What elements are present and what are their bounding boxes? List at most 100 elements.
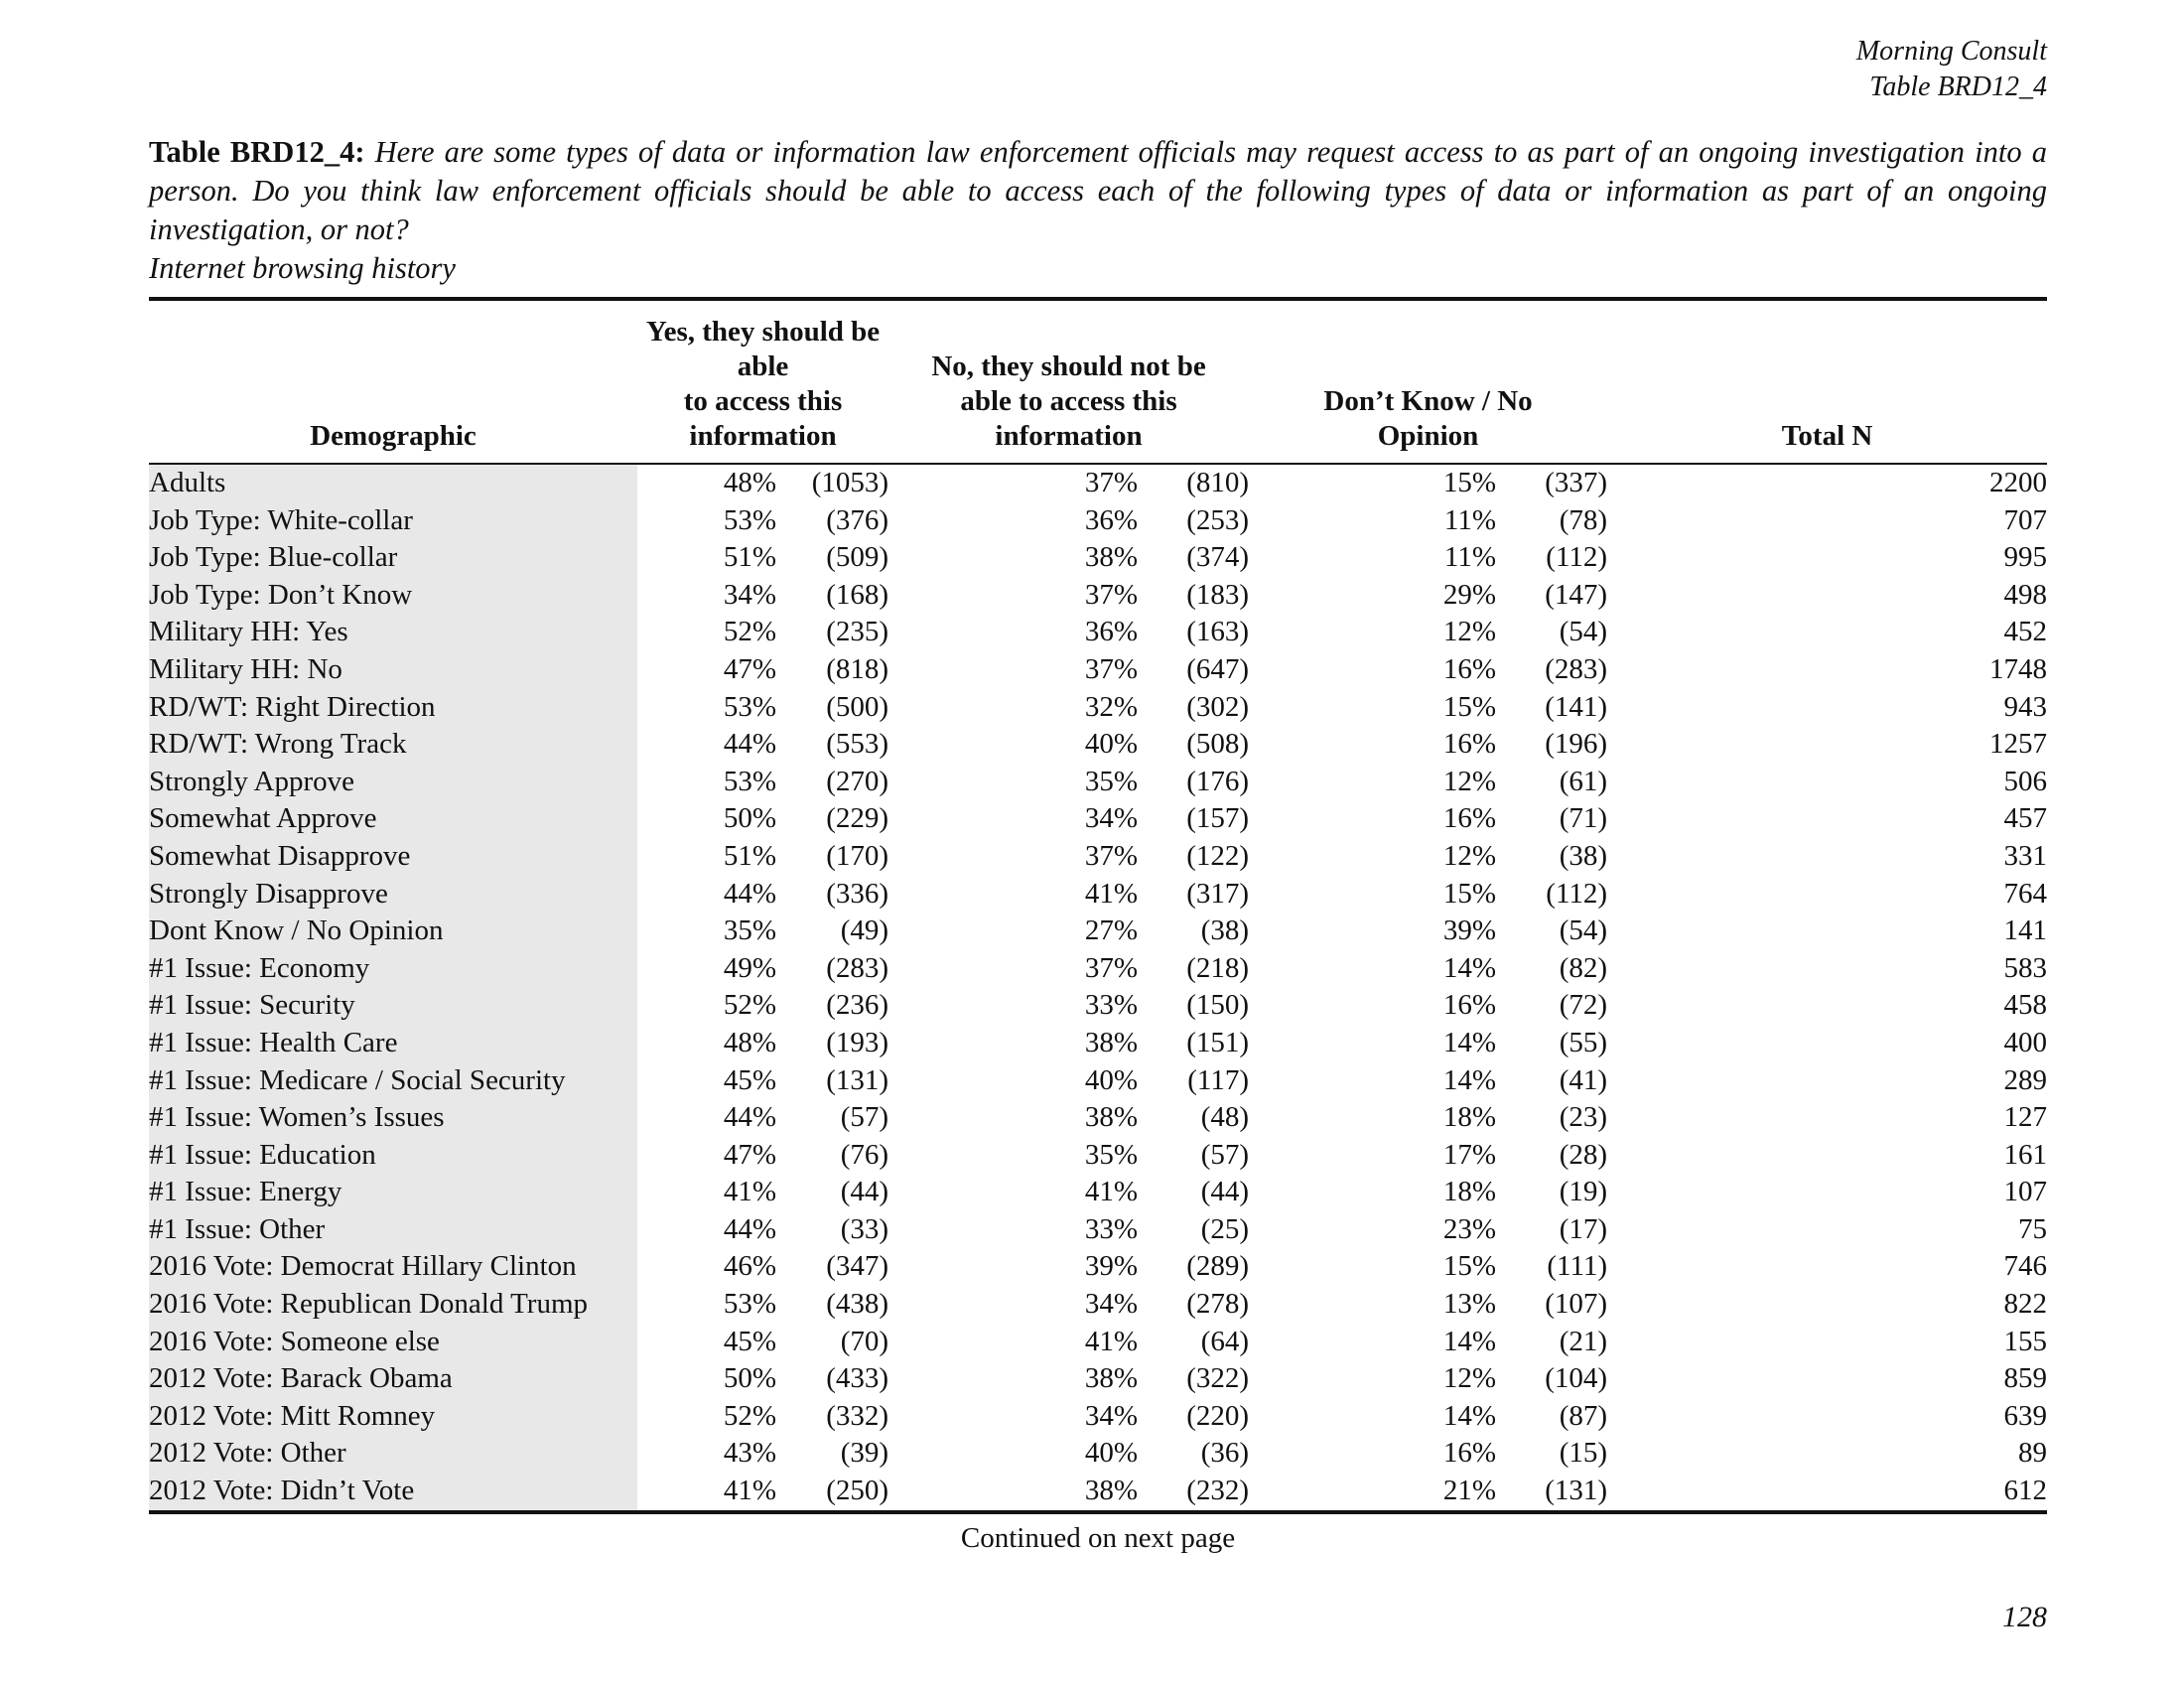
row-yes-pct: 44% bbox=[723, 1212, 776, 1245]
row-dk-pct: 12% bbox=[1442, 765, 1497, 797]
row-yes-pct: 44% bbox=[723, 728, 776, 761]
row-yes-pct: 51% bbox=[723, 541, 776, 574]
table-row: #1 Issue: Security 52% (236) 33% (150) 1… bbox=[149, 987, 2047, 1025]
table-row: 2016 Vote: Democrat Hillary Clinton 46% … bbox=[149, 1248, 2048, 1287]
table-title-text: Here are some types of data or informati… bbox=[149, 135, 2047, 246]
row-no-pct: 37% bbox=[1084, 652, 1139, 685]
row-yes-n: (500) bbox=[826, 690, 889, 723]
row-total-n: 583 bbox=[2003, 951, 2048, 984]
row-no-pct: 40% bbox=[1084, 1437, 1139, 1470]
row-no-n: (151) bbox=[1186, 1026, 1250, 1058]
row-yes-n: (347) bbox=[826, 1250, 889, 1283]
row-demographic: 2012 Vote: Barack Obama bbox=[149, 1360, 637, 1398]
row-yes-pct: 50% bbox=[723, 802, 776, 835]
row-no-pct: 41% bbox=[1084, 1176, 1139, 1208]
row-total-n: 331 bbox=[2003, 839, 2048, 872]
row-yes-pct: 46% bbox=[723, 1250, 776, 1283]
row-demographic: Job Type: Don’t Know bbox=[149, 576, 637, 615]
row-yes-n: (283) bbox=[826, 951, 889, 984]
row-yes-n: (39) bbox=[840, 1437, 889, 1470]
row-demographic: #1 Issue: Energy bbox=[149, 1174, 637, 1211]
table-row: RD/WT: Wrong Track 44% (553) 40% (508) 1… bbox=[149, 726, 2047, 764]
row-no-n: (36) bbox=[1200, 1437, 1250, 1470]
row-yes-n: (553) bbox=[826, 728, 889, 761]
row-dk-pct: 14% bbox=[1442, 1325, 1497, 1357]
row-no-n: (218) bbox=[1186, 951, 1250, 984]
row-yes-n: (270) bbox=[826, 765, 889, 797]
row-no-pct: 35% bbox=[1084, 765, 1139, 797]
row-dk-n: (17) bbox=[1559, 1212, 1608, 1245]
row-total-n: 746 bbox=[2003, 1250, 2048, 1283]
row-dk-n: (61) bbox=[1559, 765, 1608, 797]
row-dk-n: (19) bbox=[1559, 1176, 1608, 1208]
row-dk-n: (54) bbox=[1559, 914, 1608, 947]
row-yes-pct: 41% bbox=[637, 1473, 776, 1514]
table-row: Job Type: White-collar 53% (376) 36% (25… bbox=[149, 501, 2047, 540]
row-dk-n: (104) bbox=[1545, 1362, 1608, 1395]
row-demographic: 2012 Vote: Didn’t Vote bbox=[149, 1473, 637, 1514]
row-demographic: RD/WT: Right Direction bbox=[149, 688, 637, 727]
row-dk-pct: 15% bbox=[1442, 467, 1497, 498]
row-dk-pct: 14% bbox=[1442, 1063, 1497, 1096]
row-yes-n: (509) bbox=[826, 541, 889, 574]
row-dk-n: (41) bbox=[1559, 1063, 1608, 1096]
row-dk-pct: 16% bbox=[1442, 1437, 1497, 1470]
row-yes-pct: 45% bbox=[723, 1063, 776, 1096]
row-demographic: 2012 Vote: Mitt Romney bbox=[149, 1397, 637, 1436]
row-dk-pct: 12% bbox=[1442, 1362, 1497, 1395]
row-demographic: #1 Issue: Women’s Issues bbox=[149, 1099, 637, 1137]
crosstab-table: Demographic Yes, they should be able to … bbox=[149, 297, 2048, 1514]
table-subtitle: Internet browsing history bbox=[149, 251, 456, 285]
row-dk-pct: 14% bbox=[1442, 1399, 1497, 1432]
row-total-n: 127 bbox=[2003, 1101, 2048, 1134]
row-total-n: 943 bbox=[2003, 690, 2048, 723]
row-dk-n: (71) bbox=[1559, 802, 1608, 835]
row-demographic: Somewhat Disapprove bbox=[149, 837, 637, 876]
table-row: 2012 Vote: Didn’t Vote 41% (250) 38% (23… bbox=[149, 1473, 2048, 1514]
row-yes-n: (44) bbox=[840, 1176, 889, 1208]
continued-note: Continued on next page bbox=[960, 1521, 1236, 1554]
row-demographic: 2016 Vote: Someone else bbox=[149, 1323, 637, 1361]
row-dk-pct: 39% bbox=[1442, 914, 1497, 947]
row-demographic: Military HH: No bbox=[149, 650, 637, 689]
row-no-pct: 34% bbox=[1084, 802, 1139, 835]
table-title-label: Table BRD12_4: bbox=[149, 135, 365, 169]
column-header-yes: Yes, they should be able to access this … bbox=[637, 299, 889, 465]
row-total-n: 1257 bbox=[1989, 728, 2048, 761]
row-no-pct: 35% bbox=[1084, 1138, 1139, 1171]
row-demographic: Somewhat Approve bbox=[149, 800, 637, 838]
row-no-n: (25) bbox=[1200, 1212, 1250, 1245]
row-yes-pct: 45% bbox=[723, 1325, 776, 1357]
row-yes-n: (57) bbox=[840, 1101, 889, 1134]
row-dk-pct: 15% bbox=[1442, 877, 1497, 910]
row-dk-pct: 13% bbox=[1442, 1288, 1497, 1321]
row-dk-n: (87) bbox=[1559, 1399, 1608, 1432]
row-no-n: (44) bbox=[1200, 1176, 1250, 1208]
row-total-n: 457 bbox=[2003, 802, 2048, 835]
row-yes-n: (76) bbox=[840, 1138, 889, 1171]
row-yes-n: (438) bbox=[826, 1288, 889, 1321]
row-dk-n: (112) bbox=[1546, 877, 1608, 910]
row-dk-n: (196) bbox=[1545, 728, 1608, 761]
row-demographic: #1 Issue: Education bbox=[149, 1136, 637, 1175]
column-header-dont-know: Don’t Know / No Opinion bbox=[1249, 299, 1608, 465]
row-total-n: 400 bbox=[2003, 1026, 2048, 1058]
row-yes-n: (168) bbox=[826, 578, 889, 611]
row-dk-n: (15) bbox=[1559, 1437, 1608, 1470]
row-total-n: 452 bbox=[2003, 616, 2048, 648]
row-total-n: 141 bbox=[2003, 914, 2048, 947]
row-demographic: Adults bbox=[149, 464, 637, 502]
header-source: Morning Consult bbox=[1855, 36, 2047, 67]
row-dk-pct: 11% bbox=[1443, 503, 1497, 536]
row-no-n: (64) bbox=[1200, 1325, 1250, 1357]
row-demographic: RD/WT: Wrong Track bbox=[149, 726, 637, 764]
row-no-n: (117) bbox=[1187, 1063, 1250, 1096]
table-row: Adults 48% (1053) 37% (810) 15% (337) 22… bbox=[149, 464, 2047, 502]
row-yes-pct: 49% bbox=[723, 951, 776, 984]
column-header-total-n: Total N bbox=[1607, 299, 2048, 465]
table-row: Military HH: Yes 52% (235) 36% (163) 12%… bbox=[149, 614, 2047, 651]
row-no-n: (810) bbox=[1186, 467, 1250, 498]
row-yes-pct: 43% bbox=[723, 1437, 776, 1470]
row-yes-n: (193) bbox=[826, 1026, 889, 1058]
table-row: RD/WT: Right Direction 53% (500) 32% (30… bbox=[149, 688, 2048, 727]
